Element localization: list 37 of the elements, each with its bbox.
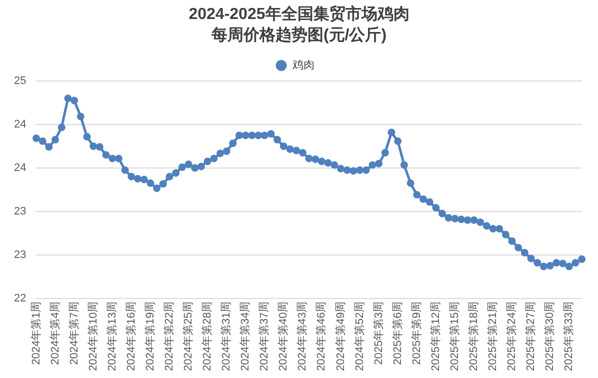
x-tick-label: 2025年第21周 [487, 301, 500, 372]
x-tick-label: 2024年第28周 [202, 301, 214, 372]
y-tick-label: 25 [14, 75, 26, 88]
x-tick-label: 2024年第25周 [182, 301, 195, 372]
x-tick-label: 2024年第13周 [106, 301, 118, 372]
x-tick-label: 2025年第24周 [506, 301, 518, 372]
x-tick-label: 2024年第52周 [354, 301, 366, 372]
x-tick-label: 2024年第37周 [258, 301, 271, 372]
x-tick-label: 2024年第40周 [278, 301, 290, 372]
x-tick-label: 2025年第3周 [372, 301, 385, 365]
x-tick-label: 2025年第27周 [525, 301, 538, 372]
x-tick-label: 2024年第31周 [220, 301, 233, 372]
x-tick-label: 2024年第43周 [296, 301, 309, 372]
x-tick-label: 2025年第18周 [468, 301, 480, 372]
chart-title: 2024-2025年全国集贸市场鸡肉每周价格趋势图(元/公斤) [188, 4, 410, 46]
x-tick-label: 2024年第7周 [68, 301, 80, 365]
y-tick-label: 23 [14, 248, 26, 261]
x-tick-label: 2024年第10周 [87, 301, 100, 372]
x-tick-label: 2024年第49周 [334, 301, 347, 372]
x-tick-label: 2024年第46周 [316, 301, 328, 372]
x-tick-label: 2025年第12周 [430, 301, 442, 372]
y-tick-label: 22 [14, 292, 26, 304]
y-tick-label: 24 [14, 162, 26, 174]
y-tick-label: 23 [14, 205, 26, 218]
y-tick-label: 24 [14, 118, 26, 130]
x-tick-label: 2024年第19周 [144, 301, 156, 372]
x-tick-label: 2024年第16周 [125, 301, 138, 372]
x-tick-label: 2024年第1周 [30, 301, 42, 365]
x-tick-label: 2025年第6周 [392, 301, 404, 365]
x-tick-label: 2024年第22周 [163, 301, 176, 372]
x-tick-label: 2024年第34周 [240, 301, 252, 372]
x-tick-label: 2025年第33周 [563, 301, 576, 372]
x-tick-label: 2025年第15周 [448, 301, 461, 372]
x-tick-label: 2025年第30周 [544, 301, 556, 372]
legend-label: 鸡肉 [291, 60, 314, 72]
x-tick-label: 2024年第4周 [49, 301, 62, 365]
x-tick-label: 2025年第9周 [410, 301, 423, 365]
